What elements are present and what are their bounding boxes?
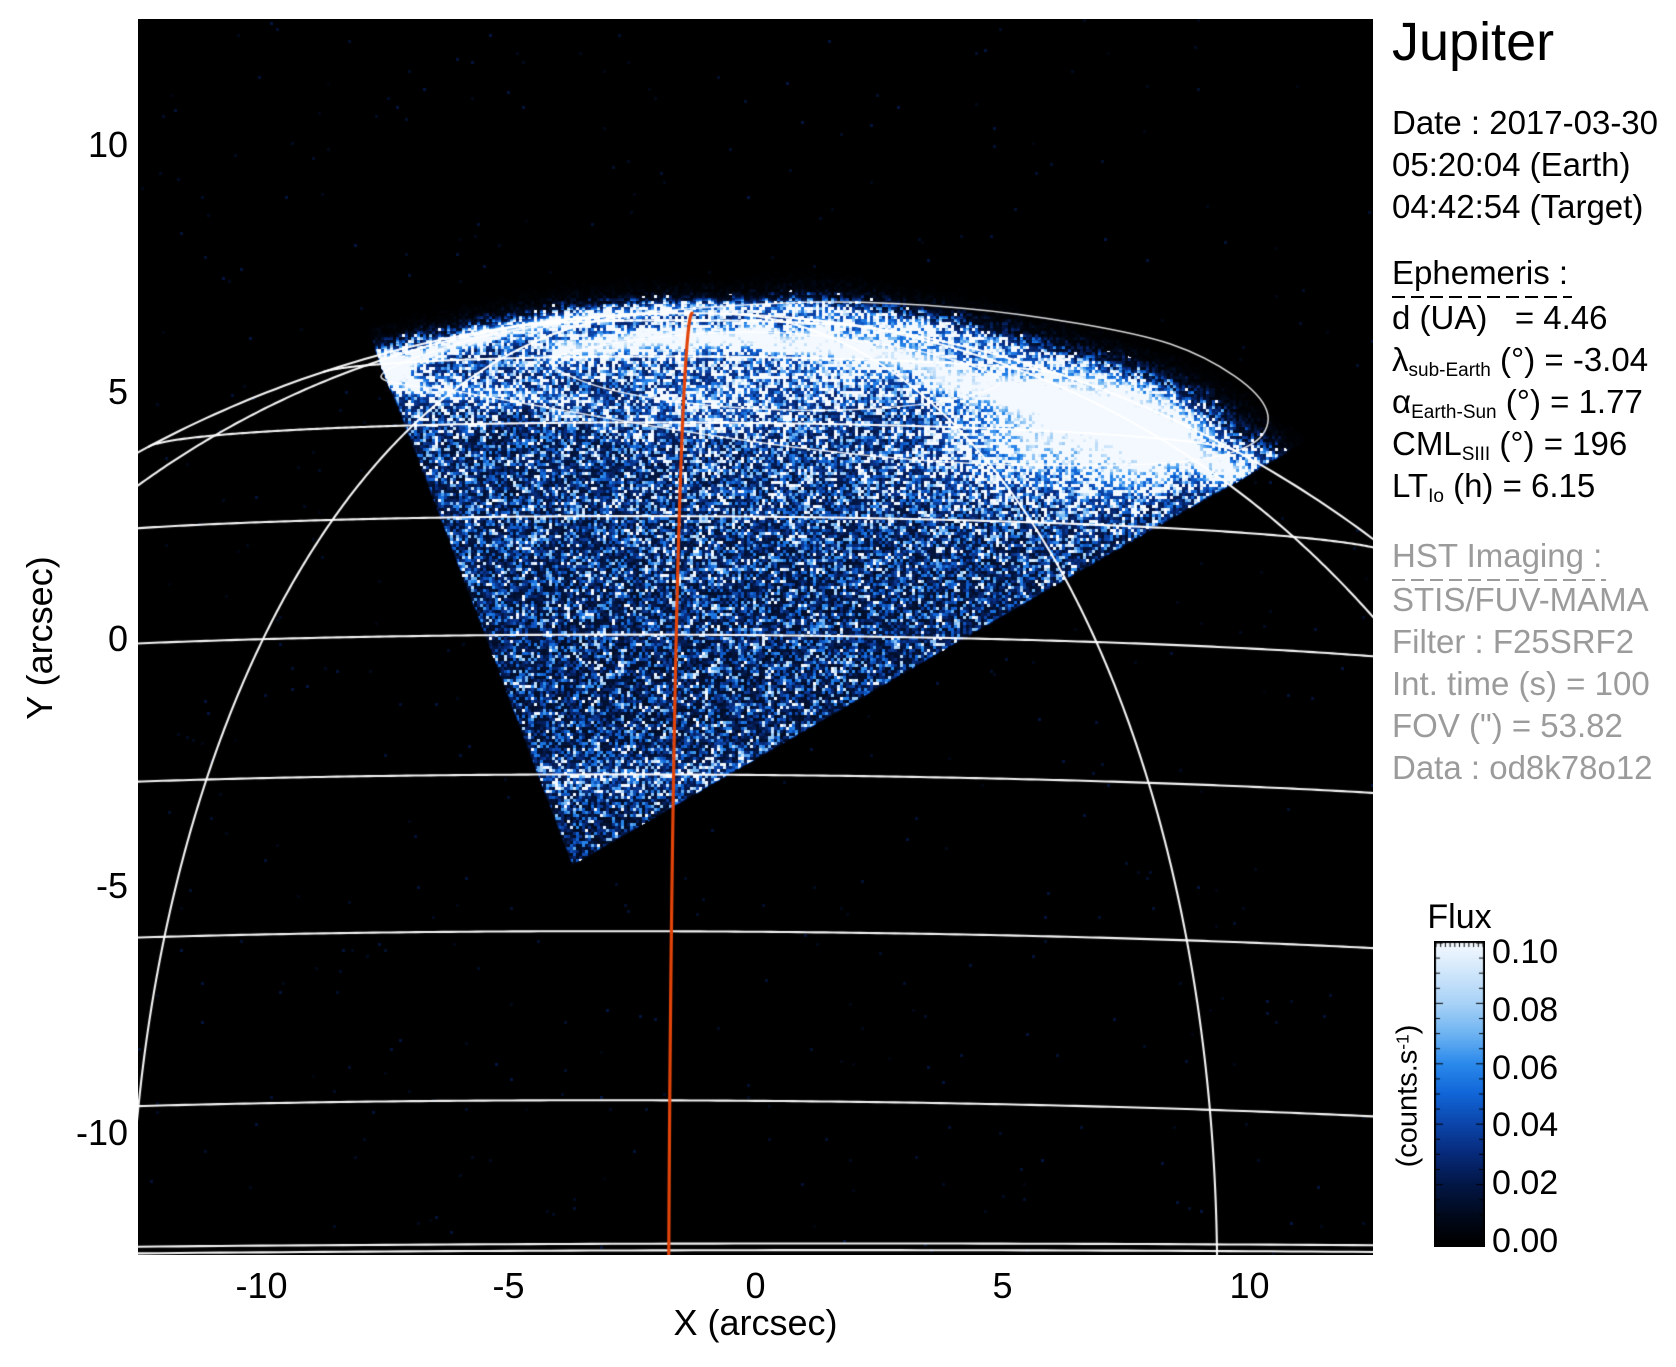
colorbar-tick-label: 0.08 bbox=[1492, 990, 1559, 1029]
x-tick-label: 10 bbox=[1229, 1265, 1270, 1306]
hst-heading: HST Imaging : bbox=[1392, 535, 1607, 581]
x-axis-title: X (arcsec) bbox=[673, 1302, 838, 1343]
x-tick-label: -5 bbox=[492, 1265, 525, 1306]
plot-area bbox=[138, 19, 1373, 1255]
colorbar bbox=[1434, 941, 1485, 1247]
ephemeris-line: d (UA) = 4.46 bbox=[1392, 299, 1608, 336]
y-tick-label: 10 bbox=[87, 123, 128, 165]
y-tick-label: 5 bbox=[107, 370, 128, 412]
colorbar-tick-label: 0.10 bbox=[1492, 933, 1559, 971]
hst-line: Data : od8k78o12 bbox=[1392, 749, 1653, 786]
ephemeris-line: λsub-Earth (°) = -3.04 bbox=[1392, 341, 1649, 381]
y-tick-label: -10 bbox=[75, 1111, 128, 1153]
ephemeris-block: d (UA) = 4.46 λsub-Earth (°) = -3.04 αEart… bbox=[1392, 297, 1648, 507]
ephemeris-line: CMLSIII (°) = 196 bbox=[1392, 425, 1628, 465]
date-block: Date : 2017-03-30 05:20:04 (Earth) 04:42:5… bbox=[1392, 102, 1658, 228]
hst-line: STIS/FUV-MAMA bbox=[1392, 581, 1649, 618]
sky-image-canvas bbox=[138, 19, 1373, 1255]
ephemeris-line: LTIo (h) = 6.15 bbox=[1392, 467, 1596, 507]
date-line: Date : 2017-03-30 bbox=[1392, 104, 1659, 141]
colorbar-title: Flux bbox=[1427, 898, 1492, 936]
ephemeris-heading-text: Ephemeris : bbox=[1392, 252, 1573, 298]
x-tick-label: 5 bbox=[992, 1265, 1013, 1306]
hst-line: Int. time (s) = 100 bbox=[1392, 665, 1650, 702]
y-tick-label: -5 bbox=[95, 864, 128, 906]
x-tick-label: 0 bbox=[745, 1265, 766, 1306]
y-tick-label: 0 bbox=[107, 617, 128, 659]
colorbar-tick-label: 0.02 bbox=[1492, 1164, 1559, 1203]
hst-heading-text: HST Imaging : bbox=[1392, 535, 1607, 581]
target-title: Jupiter bbox=[1392, 12, 1555, 72]
colorbar-tick-label: 0.04 bbox=[1492, 1106, 1559, 1145]
date-line: 04:42:54 (Target) bbox=[1392, 188, 1644, 225]
ephemeris-line: αEarth-Sun (°) = 1.77 bbox=[1392, 383, 1643, 423]
colorbar-unit-label: (counts.s-1) bbox=[1391, 1024, 1424, 1168]
hst-line: Filter : F25SRF2 bbox=[1392, 623, 1635, 660]
hst-block: STIS/FUV-MAMA Filter : F25SRF2 Int. time (… bbox=[1392, 579, 1653, 789]
ephemeris-heading: Ephemeris : bbox=[1392, 252, 1573, 298]
date-line: 05:20:04 (Earth) bbox=[1392, 146, 1631, 183]
x-tick-label: -10 bbox=[235, 1265, 288, 1306]
colorbar-tick-label: 0.00 bbox=[1492, 1222, 1559, 1260]
colorbar-tick-label: 0.06 bbox=[1492, 1048, 1559, 1087]
hst-line: FOV (") = 53.82 bbox=[1392, 707, 1623, 744]
